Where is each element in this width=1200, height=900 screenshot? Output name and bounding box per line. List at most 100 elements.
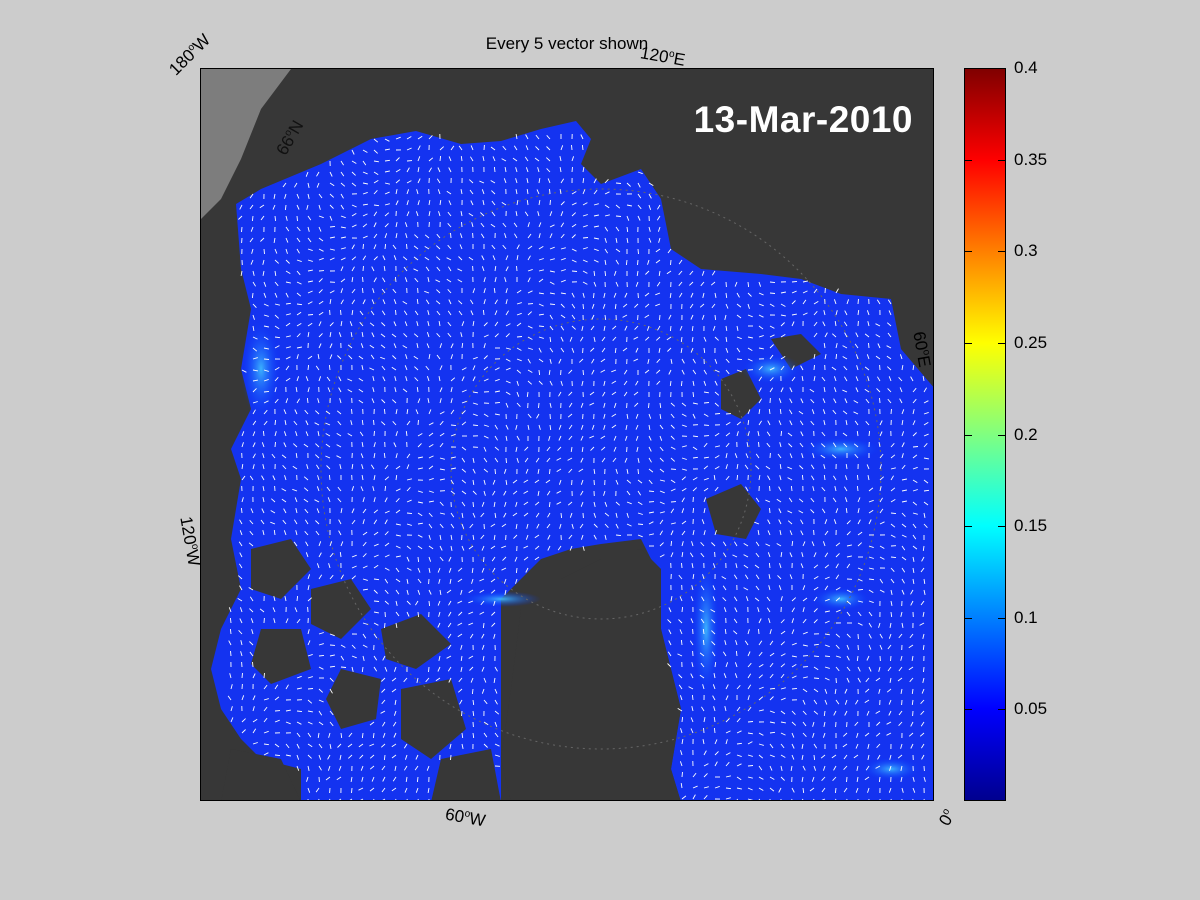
drift-vector xyxy=(428,157,434,162)
drift-vector xyxy=(615,281,619,287)
drift-vector xyxy=(252,442,256,448)
drift-vector xyxy=(593,237,599,240)
drift-vector xyxy=(494,413,500,416)
drift-vector xyxy=(417,534,423,538)
drift-vector xyxy=(557,545,562,551)
drift-vector xyxy=(802,631,808,635)
drift-vector xyxy=(285,215,288,221)
drift-vector xyxy=(846,299,850,305)
drift-vector xyxy=(613,292,617,298)
drift-vector xyxy=(548,435,551,441)
drift-vector xyxy=(680,728,683,734)
drift-vector xyxy=(405,431,408,437)
drift-vector xyxy=(854,721,859,726)
drift-vector xyxy=(571,325,576,330)
drift-vector xyxy=(644,369,650,374)
drift-vector xyxy=(425,677,430,683)
drift-vector xyxy=(318,666,324,670)
drift-vector xyxy=(296,259,302,263)
drift-vector xyxy=(491,211,496,217)
drift-vector xyxy=(296,323,302,327)
drift-vector xyxy=(813,608,818,613)
drift-vector xyxy=(538,200,541,206)
drift-vector xyxy=(307,182,310,188)
drift-vector xyxy=(362,223,368,228)
drift-vector xyxy=(395,309,397,316)
drift-vector xyxy=(823,721,826,727)
drift-vector xyxy=(908,644,914,649)
drift-vector xyxy=(384,485,387,492)
drift-vector xyxy=(339,463,342,470)
drift-vector xyxy=(461,376,465,382)
drift-vector xyxy=(472,413,478,417)
drift-vector xyxy=(481,501,485,507)
drift-vector xyxy=(306,464,309,470)
drift-vector xyxy=(722,651,727,657)
drift-vector xyxy=(769,485,771,492)
drift-vector xyxy=(813,596,818,602)
drift-vector xyxy=(273,193,276,199)
drift-vector xyxy=(890,567,895,572)
drift-vector xyxy=(461,367,467,371)
drift-vector xyxy=(736,474,739,481)
drift-vector xyxy=(888,310,892,316)
drift-vector xyxy=(648,182,654,186)
drift-vector xyxy=(538,325,545,328)
drift-vector xyxy=(239,519,243,525)
drift-vector xyxy=(615,501,620,506)
drift-vector xyxy=(303,487,309,492)
drift-vector xyxy=(857,310,860,316)
drift-vector xyxy=(757,607,760,613)
drift-vector xyxy=(295,453,298,459)
drift-vector xyxy=(505,323,511,327)
drift-vector xyxy=(736,685,741,690)
drift-vector xyxy=(623,391,628,397)
drift-vector xyxy=(747,314,753,318)
drift-vector xyxy=(373,655,378,661)
drift-vector xyxy=(494,699,498,705)
drift-vector xyxy=(722,597,727,602)
drift-vector xyxy=(601,336,606,342)
drift-vector xyxy=(864,732,870,737)
drift-vector xyxy=(560,292,566,295)
drift-vector xyxy=(381,787,386,793)
drift-vector xyxy=(461,457,466,463)
drift-vector xyxy=(416,776,419,783)
drift-vector xyxy=(479,611,485,615)
drift-vector xyxy=(637,171,643,175)
drift-vector xyxy=(516,391,520,397)
drift-vector xyxy=(747,629,750,635)
drift-vector xyxy=(897,754,903,759)
drift-vector xyxy=(492,490,496,496)
drift-vector xyxy=(582,224,588,228)
drift-vector xyxy=(503,578,507,584)
drift-vector xyxy=(316,508,320,514)
drift-vector xyxy=(670,488,676,492)
drift-vector xyxy=(296,193,300,199)
drift-vector xyxy=(923,400,929,404)
drift-vector xyxy=(582,369,584,376)
drift-vector xyxy=(637,457,640,463)
drift-vector xyxy=(842,743,848,748)
drift-vector xyxy=(556,468,562,472)
drift-vector xyxy=(461,389,467,393)
drift-vector xyxy=(458,677,463,683)
drift-vector xyxy=(712,585,716,591)
drift-vector xyxy=(391,366,397,371)
drift-vector xyxy=(736,314,742,319)
drift-vector xyxy=(351,575,356,580)
drift-vector xyxy=(449,743,452,750)
drift-vector xyxy=(439,387,443,393)
drift-vector xyxy=(329,688,333,694)
drift-vector xyxy=(690,728,694,734)
drift-vector xyxy=(571,144,573,151)
drift-vector xyxy=(525,468,529,474)
drift-vector xyxy=(703,442,708,448)
drift-vector xyxy=(307,732,312,738)
drift-vector xyxy=(337,420,342,426)
drift-vector xyxy=(702,574,705,580)
drift-vector xyxy=(800,398,804,404)
drift-vector xyxy=(296,311,302,316)
drift-vector xyxy=(371,776,375,782)
drift-vector xyxy=(923,512,926,518)
